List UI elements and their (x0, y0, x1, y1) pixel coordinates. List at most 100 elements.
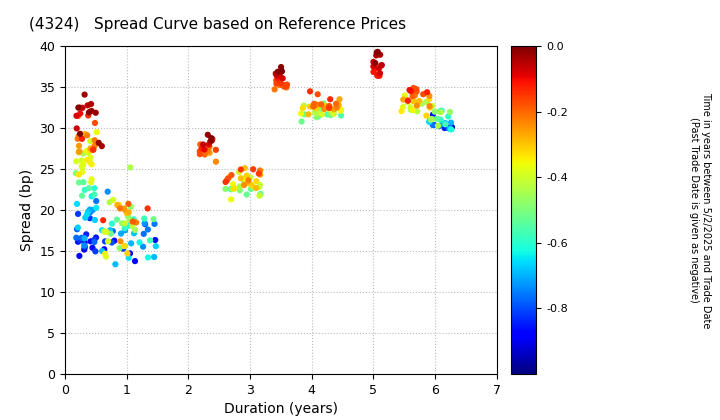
Point (281, 84, 292, 91)
Point (71, 234, 82, 241)
Point (79, 214, 91, 221)
Point (196, 145, 207, 152)
Point (86, 244, 98, 251)
Point (71, 125, 83, 132)
Point (204, 138, 216, 145)
Point (423, 96, 435, 102)
Point (84, 109, 95, 116)
Point (73, 149, 84, 156)
Point (74, 104, 86, 111)
Point (325, 110, 336, 117)
Point (91, 198, 102, 205)
Point (336, 112, 347, 119)
Point (376, 62, 387, 68)
Point (77, 164, 89, 171)
Point (307, 103, 319, 110)
Point (373, 65, 384, 71)
Y-axis label: Time in years between 5/2/2025 and Trade Date
(Past Trade Date is given as negat: Time in years between 5/2/2025 and Trade… (689, 92, 711, 328)
Point (130, 226, 141, 233)
Point (85, 145, 96, 152)
Point (73, 104, 84, 111)
Point (438, 125, 450, 131)
Point (326, 108, 338, 114)
Point (399, 92, 410, 99)
Point (81, 231, 92, 238)
Point (423, 118, 435, 125)
Point (436, 121, 448, 127)
Point (120, 227, 131, 234)
Point (127, 218, 138, 225)
Point (99, 246, 110, 252)
Point (117, 245, 129, 252)
Point (73, 179, 85, 186)
Point (316, 111, 328, 118)
Point (320, 103, 331, 110)
Point (439, 124, 451, 131)
Point (397, 96, 409, 103)
Point (418, 91, 429, 97)
Point (238, 182, 250, 189)
Point (86, 108, 97, 114)
Point (423, 92, 435, 99)
Point (424, 103, 436, 110)
Point (89, 248, 101, 255)
Point (322, 111, 333, 118)
Point (279, 83, 290, 90)
Point (426, 116, 438, 122)
Point (272, 68, 284, 75)
Point (142, 205, 153, 212)
Point (238, 175, 250, 182)
Point (274, 73, 286, 79)
Point (79, 244, 91, 251)
Point (194, 151, 206, 158)
Point (122, 250, 133, 257)
Point (324, 104, 336, 111)
Point (275, 64, 287, 71)
Point (84, 147, 96, 154)
Point (100, 253, 112, 260)
Point (225, 186, 237, 192)
Point (269, 86, 280, 93)
Point (323, 103, 335, 110)
Point (76, 168, 88, 175)
Point (444, 109, 456, 116)
Point (281, 83, 292, 89)
Point (89, 191, 100, 198)
Point (128, 230, 140, 237)
Point (310, 108, 322, 114)
Point (78, 235, 90, 242)
X-axis label: Duration (years): Duration (years) (224, 402, 338, 416)
Point (328, 108, 340, 114)
Point (73, 133, 84, 139)
Point (333, 102, 344, 108)
Point (372, 49, 384, 55)
Point (72, 224, 84, 231)
Point (199, 146, 210, 153)
Point (409, 92, 420, 99)
Point (254, 167, 266, 174)
Point (90, 110, 102, 116)
Point (89, 239, 100, 245)
Point (253, 192, 265, 199)
Point (253, 184, 265, 190)
Point (308, 100, 320, 107)
Point (404, 87, 415, 93)
Point (73, 171, 84, 178)
Point (84, 159, 96, 166)
Point (78, 242, 90, 249)
Point (420, 98, 432, 105)
Point (241, 172, 253, 179)
Point (86, 193, 97, 200)
Point (302, 111, 314, 118)
Point (412, 108, 423, 115)
Point (310, 109, 321, 116)
Point (204, 144, 215, 150)
Point (295, 110, 307, 117)
Point (84, 206, 96, 213)
Point (142, 226, 153, 233)
Point (312, 91, 323, 98)
Point (202, 148, 213, 155)
Point (274, 81, 285, 88)
Point (432, 123, 444, 129)
Point (71, 113, 82, 119)
